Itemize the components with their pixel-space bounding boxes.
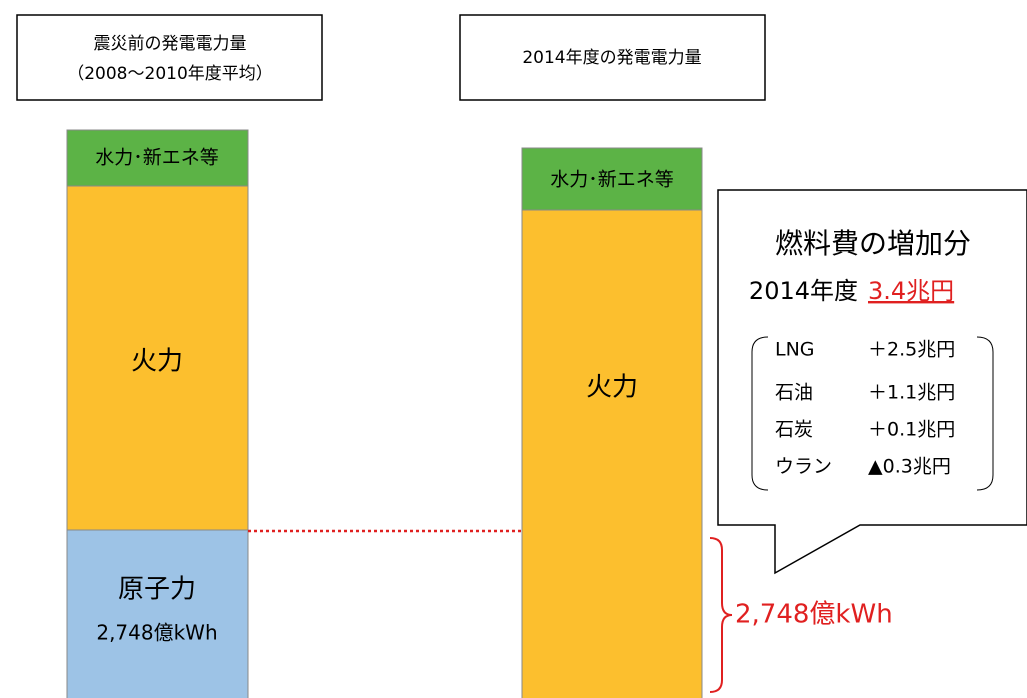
right-header-box (459, 14, 766, 101)
item-fuel: 石炭 (775, 419, 813, 441)
left-header-line: 震災前の発電電力量 (94, 34, 247, 54)
callout-total: 3.4兆円 (868, 277, 954, 305)
item-amount: ＋1.1兆円 (868, 382, 955, 404)
item-fuel: LNG (775, 339, 815, 361)
left-header-line: （2008～2010年度平均） (67, 64, 273, 84)
nuclear-segment (66, 529, 249, 698)
item-amount: ▲0.3兆円 (868, 456, 951, 478)
right-header: 2014年度の発電電力量 (522, 48, 701, 68)
left-header-box (16, 14, 323, 101)
segment-label: 火力 (586, 373, 638, 403)
brace (709, 537, 733, 693)
segment-label: 原子力 (118, 575, 196, 605)
bracket-left (751, 336, 769, 491)
segment-label: 火力 (131, 347, 183, 377)
renewables-segment (521, 147, 703, 211)
segment-amount: 2,748億kWh (96, 621, 217, 645)
callout-title: 燃料費の増加分 (775, 227, 971, 260)
segment-label: 水力･新エネ等 (95, 147, 219, 169)
difference-label: 2,748億kWh (735, 600, 893, 630)
item-fuel: 石油 (775, 382, 813, 404)
item-amount: ＋2.5兆円 (868, 339, 955, 361)
thermal-segment (521, 209, 703, 698)
item-fuel: ウラン (775, 456, 832, 478)
callout-year: 2014年度 (749, 277, 858, 305)
segment-label: 水力･新エネ等 (550, 169, 674, 191)
item-amount: ＋0.1兆円 (868, 419, 955, 441)
thermal-segment (66, 185, 249, 531)
callout (717, 189, 1027, 575)
bracket-right (976, 336, 994, 491)
renewables-segment (66, 129, 249, 187)
